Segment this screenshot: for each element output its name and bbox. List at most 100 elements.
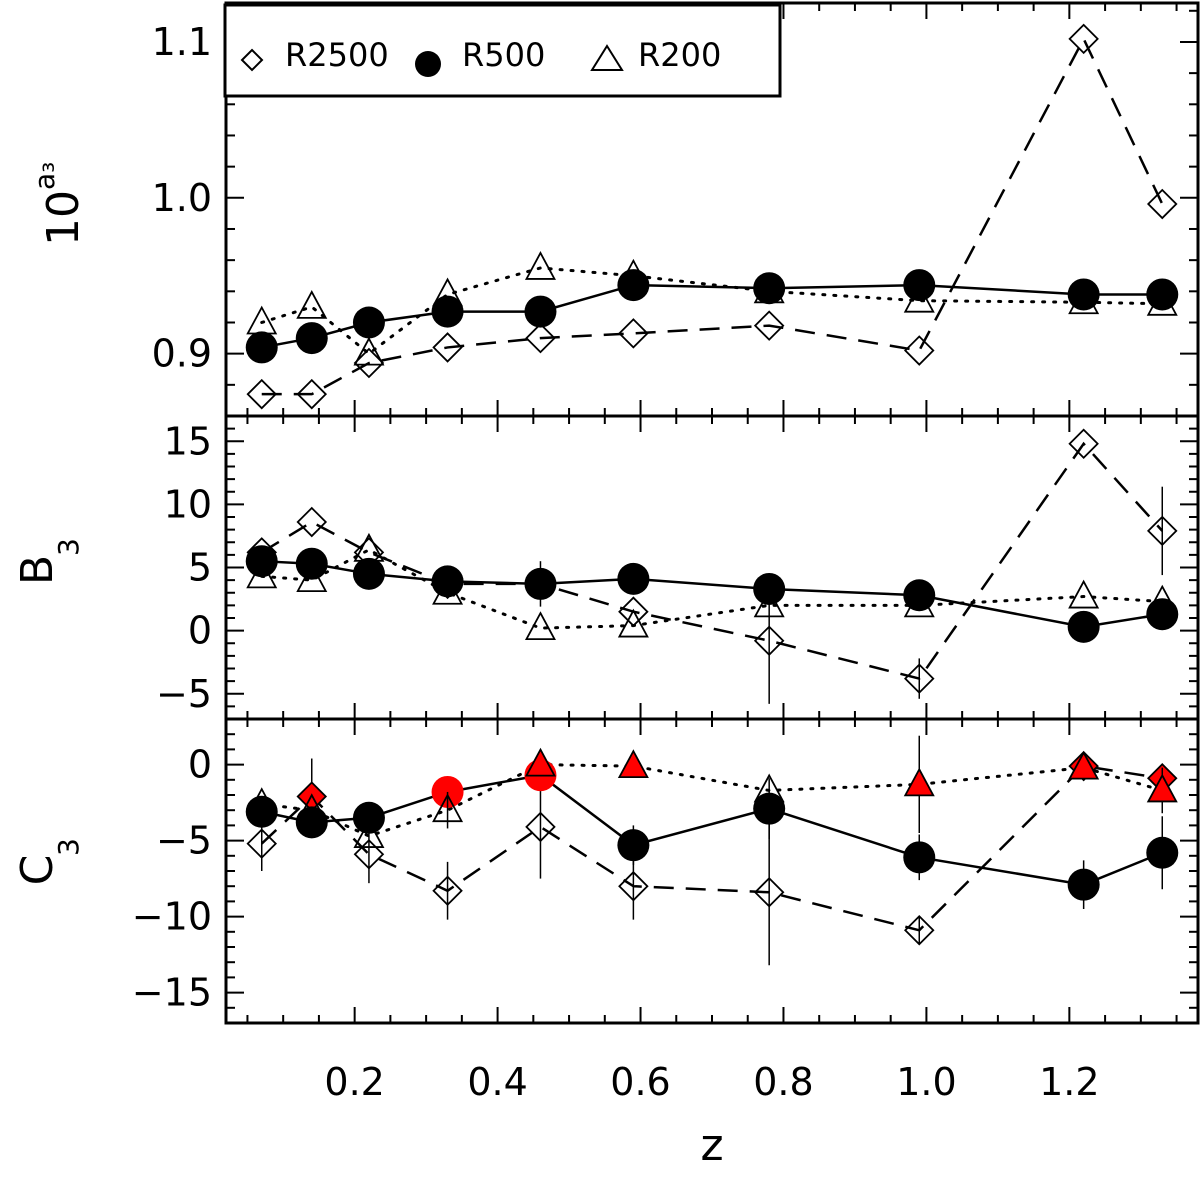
y-tick-label: 1.0 — [152, 176, 212, 220]
data-point-r2500 — [1068, 23, 1099, 55]
y-tick-label: 15 — [164, 419, 212, 463]
data-point-r500 — [431, 295, 464, 328]
data-point-r500 — [352, 801, 385, 834]
data-point-r500 — [1067, 868, 1100, 901]
data-point-r200 — [524, 747, 556, 777]
data-point-r200 — [432, 575, 464, 605]
series-line-r500 — [261, 773, 1163, 886]
legend-label-r200: R200 — [638, 36, 721, 74]
x-tick-label: 0.8 — [753, 1060, 813, 1104]
legend-label-r500: R500 — [462, 36, 545, 74]
ylabel-b3: B 3 — [12, 538, 85, 585]
data-point-r200 — [753, 773, 785, 803]
y-tick-label: 10 — [164, 482, 212, 526]
data-point-r500 — [753, 272, 786, 305]
data-point-r200 — [1068, 750, 1100, 780]
data-point-r2500 — [618, 596, 649, 627]
data-point-r200 — [296, 793, 328, 823]
data-point-r200 — [903, 588, 935, 618]
legend-circle-icon — [415, 51, 441, 77]
x-tick-label: 1.0 — [896, 1060, 956, 1104]
data-point-r500 — [903, 841, 936, 874]
series-line-r2500 — [260, 764, 1163, 932]
data-point-r500 — [617, 829, 650, 862]
data-point-r500 — [617, 562, 650, 595]
series-line-r200 — [260, 266, 1164, 356]
data-point-r500 — [245, 331, 278, 364]
series-line-r2500 — [261, 36, 1164, 396]
y-tick-label: −5 — [156, 819, 212, 863]
data-point-r200 — [617, 608, 649, 638]
panel-b3: −5 0 5 10 15 — [156, 414, 1200, 721]
data-point-r200 — [617, 258, 649, 288]
y-tick-label: 0.9 — [152, 332, 212, 376]
legend-label-r2500: R2500 — [285, 36, 389, 74]
data-point-r500 — [295, 806, 328, 839]
x-tick-label: 0.2 — [324, 1060, 384, 1104]
xlabel: z — [700, 1120, 723, 1171]
data-point-r500 — [352, 306, 385, 339]
data-point-r200 — [1068, 285, 1100, 315]
series-line-r500 — [261, 283, 1163, 349]
data-point-r2500 — [1146, 515, 1178, 547]
data-point-r200 — [1068, 579, 1100, 609]
legend-triangle-icon — [590, 44, 624, 71]
svg-text:10: 10 — [38, 190, 89, 246]
y-tick-label: 5 — [188, 546, 212, 590]
data-point-r2500 — [353, 839, 385, 870]
data-point-r2500 — [903, 335, 935, 366]
data-point-r200 — [617, 749, 649, 779]
data-point-r2500 — [432, 332, 463, 363]
data-point-r500 — [617, 269, 650, 302]
data-point-r200 — [1146, 584, 1178, 614]
data-point-r2500 — [432, 875, 463, 907]
data-point-r2500 — [753, 877, 785, 908]
x-tick-label: 1.2 — [1039, 1060, 1099, 1104]
ylabel-c3-main: C — [12, 855, 63, 886]
data-point-r2500 — [1068, 428, 1099, 460]
data-point-r2500 — [753, 625, 785, 656]
data-point-r2500 — [525, 322, 556, 354]
data-point-r2500 — [296, 506, 328, 538]
data-point-r200 — [296, 563, 328, 593]
data-point-r500 — [1146, 598, 1179, 631]
data-point-r500 — [431, 565, 464, 598]
data-point-r2500 — [246, 378, 278, 410]
ylabel-b3-sub: 3 — [52, 538, 85, 556]
panel-frame-C3 — [224, 717, 1200, 1025]
data-point-r200 — [753, 274, 785, 304]
y-tick-label: −5 — [156, 672, 212, 716]
data-point-r500 — [1067, 610, 1100, 643]
ylabel-a3-sup: a₃ — [28, 162, 61, 190]
data-point-r200 — [903, 283, 935, 313]
x-tick-label: 0.6 — [610, 1060, 670, 1104]
y-tick-label: 0 — [188, 743, 212, 787]
ylabel-c3-sub: 3 — [52, 838, 85, 856]
data-point-r2500 — [903, 663, 935, 694]
data-point-r2500 — [296, 378, 328, 410]
ylabel-c3: C 3 — [12, 838, 85, 885]
data-point-r2500 — [1146, 188, 1178, 220]
data-point-r200 — [353, 336, 385, 366]
data-point-r500 — [1146, 836, 1179, 869]
data-point-r200 — [296, 290, 328, 319]
data-point-r500 — [352, 557, 385, 590]
data-point-r2500 — [246, 828, 278, 859]
data-point-r500 — [1067, 278, 1100, 311]
panel-c3: −15 −10 −5 0 0.2 0.4 0.6 0.8 1.0 1.2 — [132, 717, 1200, 1104]
data-point-r500 — [524, 295, 557, 328]
y-tick-label: −15 — [132, 971, 212, 1015]
ylabel-b3-main: B — [12, 555, 63, 585]
data-point-r200 — [753, 588, 785, 618]
data-point-r200 — [246, 559, 278, 589]
data-point-r200 — [353, 819, 385, 848]
data-point-r200 — [903, 767, 935, 797]
data-point-r2500 — [753, 310, 785, 341]
data-point-r200 — [246, 787, 278, 817]
y-tick-label: −10 — [132, 895, 212, 939]
data-point-r200 — [524, 251, 556, 280]
data-point-r500 — [1146, 278, 1179, 311]
y-tick-label: 1.1 — [152, 20, 212, 64]
data-point-r200 — [432, 277, 464, 307]
